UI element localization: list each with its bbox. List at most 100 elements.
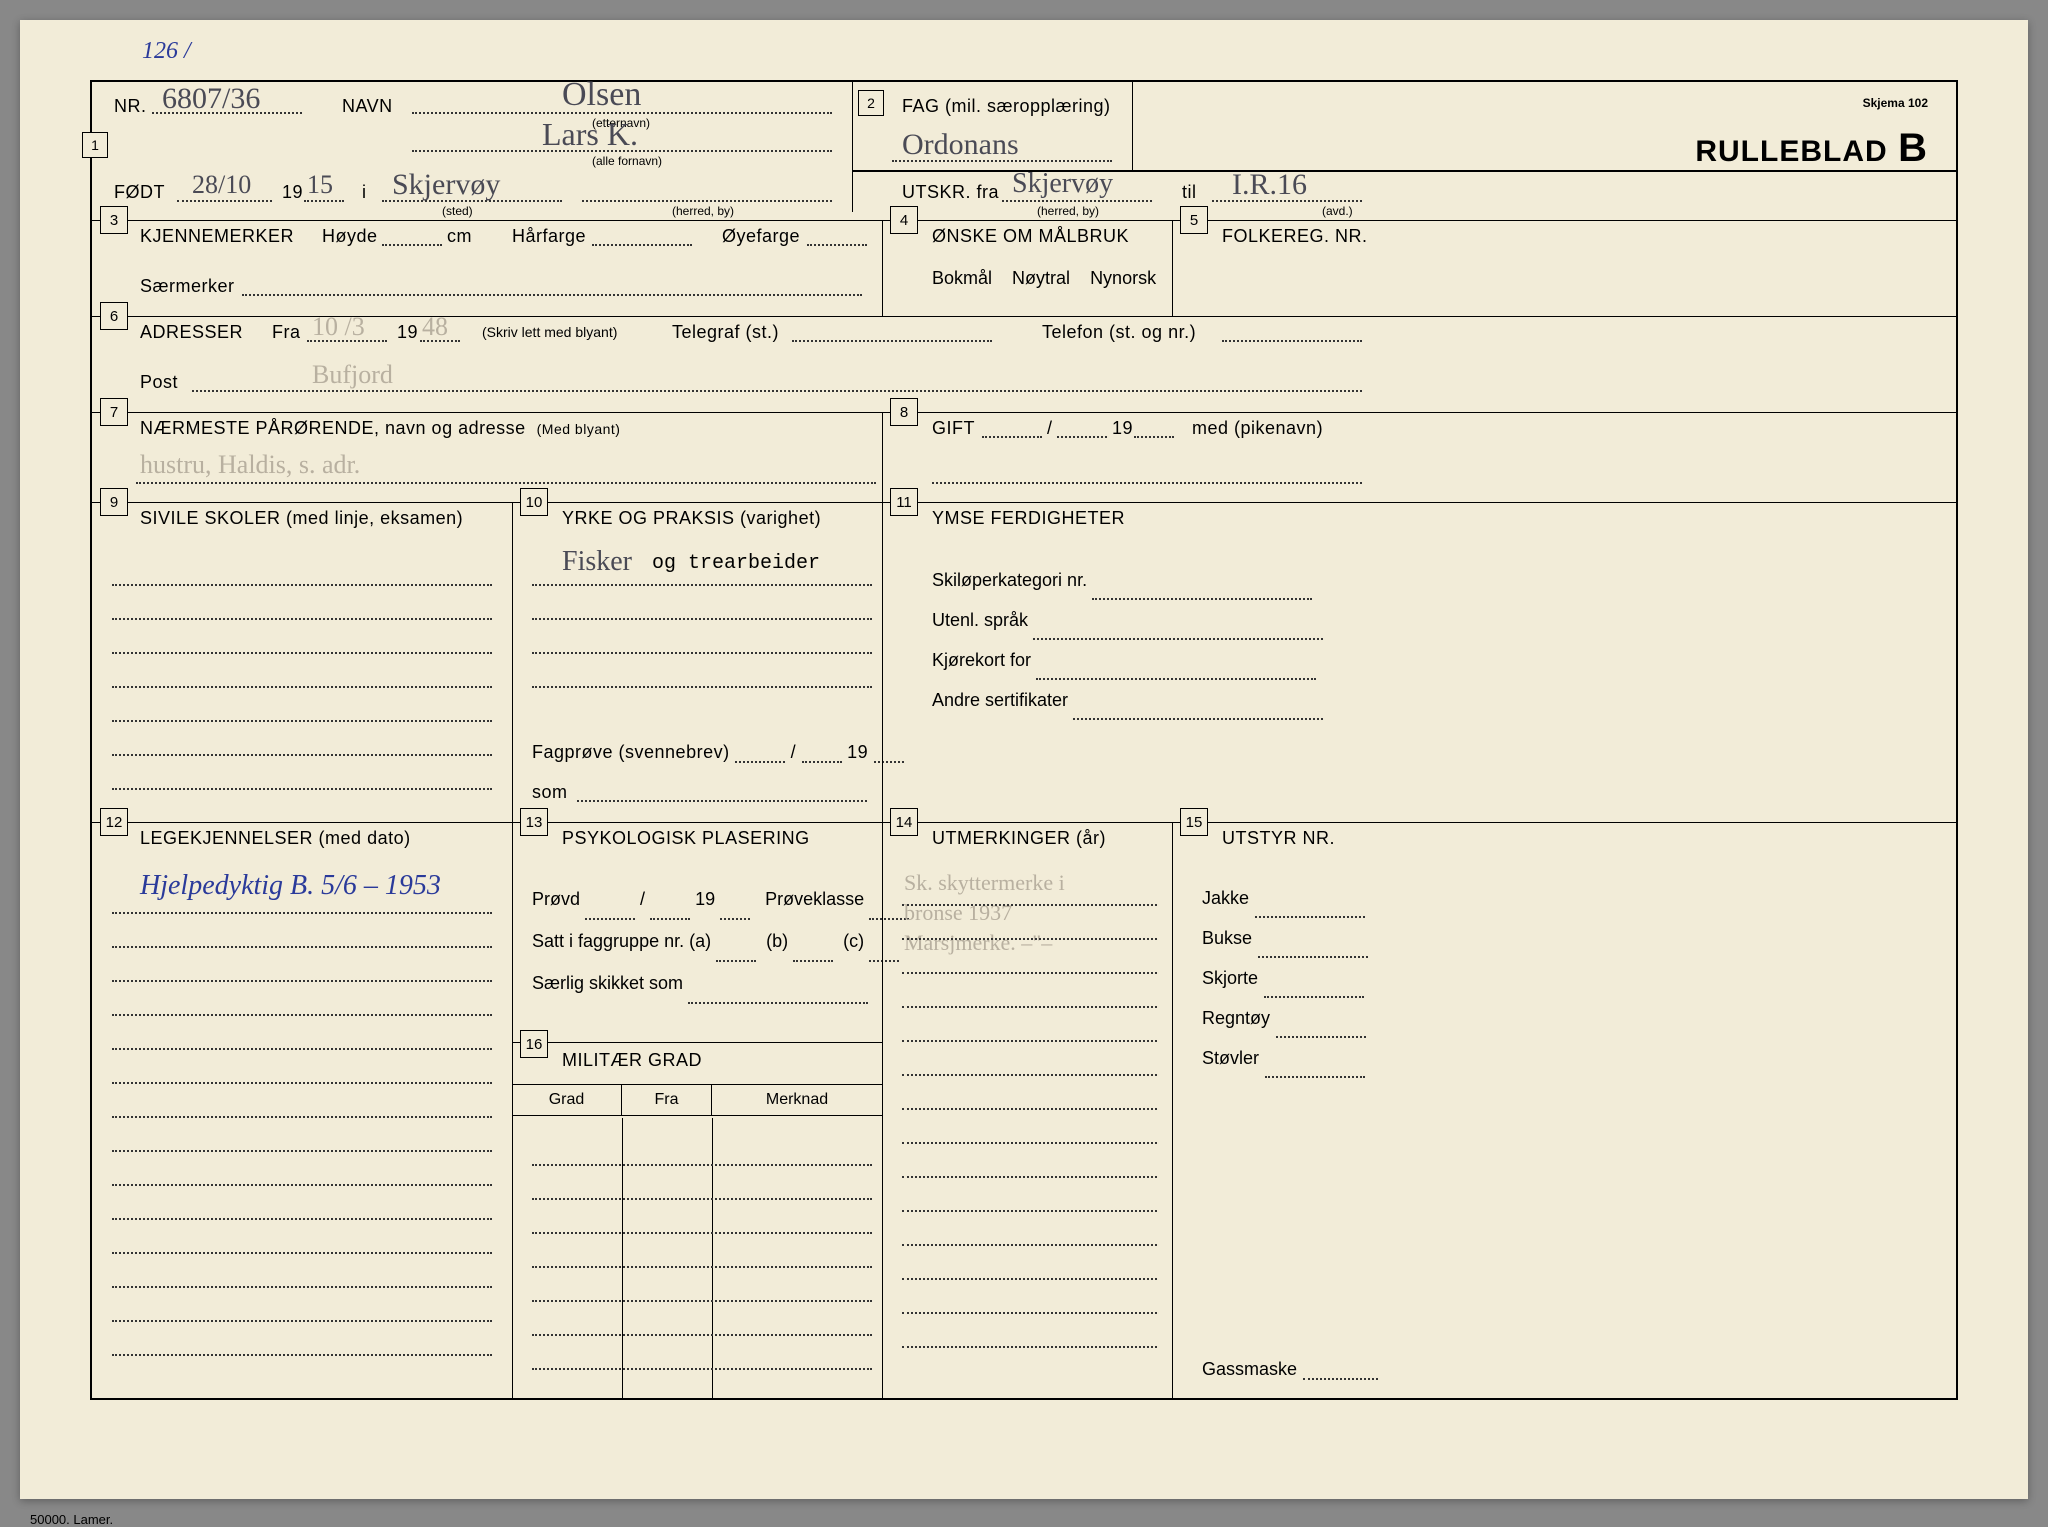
box-7: 7 [100, 398, 128, 426]
adr-label: ADRESSER [140, 322, 243, 343]
fornavn-sub: (alle fornavn) [592, 154, 662, 168]
box-5: 5 [1180, 206, 1208, 234]
ski: Skiløperkategori nr. [932, 570, 1087, 590]
hoyde-label: Høyde [322, 226, 378, 247]
b13: (b) [766, 931, 788, 951]
fornavn: Lars K. [542, 116, 638, 153]
slash9: / [791, 742, 797, 762]
sivile-label: SIVILE SKOLER (med linje, eksamen) [140, 508, 463, 529]
andre: Andre sertifikater [932, 690, 1068, 710]
page-mark: 126 / [142, 38, 191, 65]
fra-val: 10 /3 [312, 312, 365, 342]
navn-label: NAVN [342, 96, 393, 117]
form-border: 126 / NR. 6807/36 NAVN Olsen (etternavn)… [90, 80, 1958, 1400]
onske-label: ØNSKE OM MÅLBRUK [932, 226, 1129, 247]
som: som [532, 782, 568, 803]
skjorte: Skjorte [1202, 968, 1258, 988]
form-card: 126 / NR. 6807/36 NAVN Olsen (etternavn)… [20, 20, 2028, 1499]
rulleblad: RULLEBLAD [1695, 135, 1887, 168]
kjorekort: Kjørekort for [932, 650, 1031, 670]
paror-sub: (Med blyant) [537, 421, 621, 437]
telegraf: Telegraf (st.) [672, 322, 779, 343]
utskr-label: UTSKR. fra [902, 182, 999, 203]
yr-val6: 48 [422, 312, 448, 342]
slash8: / [1047, 418, 1053, 439]
fodt-label: FØDT [114, 182, 165, 203]
box-6: 6 [100, 302, 128, 330]
slash13: / [640, 889, 645, 909]
saerlig: Særlig skikket som [532, 973, 683, 993]
bukse: Bukse [1202, 928, 1252, 948]
paror-label: NÆRMESTE PÅRØRENDE, navn og adresse [140, 418, 526, 438]
box-10: 10 [520, 488, 548, 516]
yr8: 19 [1112, 418, 1133, 439]
nynorsk: Nynorsk [1090, 268, 1156, 288]
merknad-hdr: Merknad [712, 1085, 882, 1115]
fodt-day: 28/10 [192, 170, 251, 200]
saermerker: Særmerker [140, 276, 235, 297]
box-3: 3 [100, 206, 128, 234]
proveklasse: Prøveklasse [765, 889, 864, 909]
box-2: 2 [858, 90, 884, 116]
til-label: til [1182, 182, 1197, 203]
bokmal: Bokmål [932, 268, 992, 288]
med: med (pikenavn) [1192, 418, 1323, 439]
folkereg: FOLKEREG. NR. [1222, 226, 1368, 247]
box-11: 11 [890, 488, 918, 516]
stovler: Støvler [1202, 1048, 1259, 1068]
mil-label: MILITÆR GRAD [562, 1050, 702, 1071]
herred-sub: (herred, by) [672, 204, 734, 218]
nr-label: NR. [114, 96, 147, 117]
ymse-label: YMSE FERDIGHETER [932, 508, 1125, 529]
jakke: Jakke [1202, 888, 1249, 908]
telefon: Telefon (st. og nr.) [1042, 322, 1196, 343]
kjenn-label: KJENNEMERKER [140, 226, 294, 247]
paror-val: hustru, Haldis, s. adr. [140, 450, 360, 480]
fagprove: Fagprøve (svennebrev) [532, 742, 730, 762]
utm-label: UTMERKINGER (år) [932, 828, 1106, 849]
skjema: Skjema 102 [1863, 96, 1928, 110]
avd-sub: (avd.) [1322, 204, 1353, 218]
gassmaske: Gassmaske [1202, 1359, 1297, 1379]
yrke-label: YRKE OG PRAKSIS (varighet) [562, 508, 821, 529]
noytral: Nøytral [1012, 268, 1070, 288]
gift: GIFT [932, 418, 975, 439]
provd: Prøvd [532, 889, 580, 909]
rulleblad-b: B [1898, 126, 1928, 170]
regntoy: Regntøy [1202, 1008, 1270, 1028]
utskr-value: Skjervøy [1012, 168, 1113, 200]
box-1: 1 [82, 132, 108, 158]
footer-note: 50000. Lamer. [30, 1512, 113, 1527]
sted-value: Skjervøy [392, 168, 500, 202]
yr13: 19 [695, 889, 715, 909]
box-8: 8 [890, 398, 918, 426]
grad-hdr: Grad [512, 1085, 622, 1115]
c13: (c) [843, 931, 864, 951]
utstyr-label: UTSTYR NR. [1222, 828, 1335, 849]
fra: Fra [272, 322, 301, 343]
til-value: I.R.16 [1232, 168, 1307, 202]
fra-hdr: Fra [622, 1085, 712, 1115]
box-16: 16 [520, 1030, 548, 1058]
yr-prefix: 19 [282, 182, 303, 203]
yr9: 19 [847, 742, 868, 762]
cm: cm [447, 226, 472, 247]
box-9: 9 [100, 488, 128, 516]
psyk-label: PSYKOLOGISK PLASERING [562, 828, 810, 849]
i-label: i [362, 182, 367, 203]
utskr-sub: (herred, by) [1037, 204, 1099, 218]
lege-label: LEGEKJENNELSER (med dato) [140, 828, 411, 849]
fag-label: FAG (mil. særopplæring) [902, 96, 1111, 117]
oyefarge: Øyefarge [722, 226, 800, 247]
box-12: 12 [100, 808, 128, 836]
fag-value: Ordonans [902, 128, 1019, 162]
post-val: Bufjord [312, 360, 393, 390]
yr-prefix6: 19 [397, 322, 418, 343]
harfarge: Hårfarge [512, 226, 586, 247]
box-13: 13 [520, 808, 548, 836]
sted-sub: (sted) [442, 204, 473, 218]
satt: Satt i faggruppe nr. (a) [532, 931, 711, 951]
box-15: 15 [1180, 808, 1208, 836]
nr-value: 6807/36 [162, 82, 260, 116]
utenl: Utenl. språk [932, 610, 1028, 630]
